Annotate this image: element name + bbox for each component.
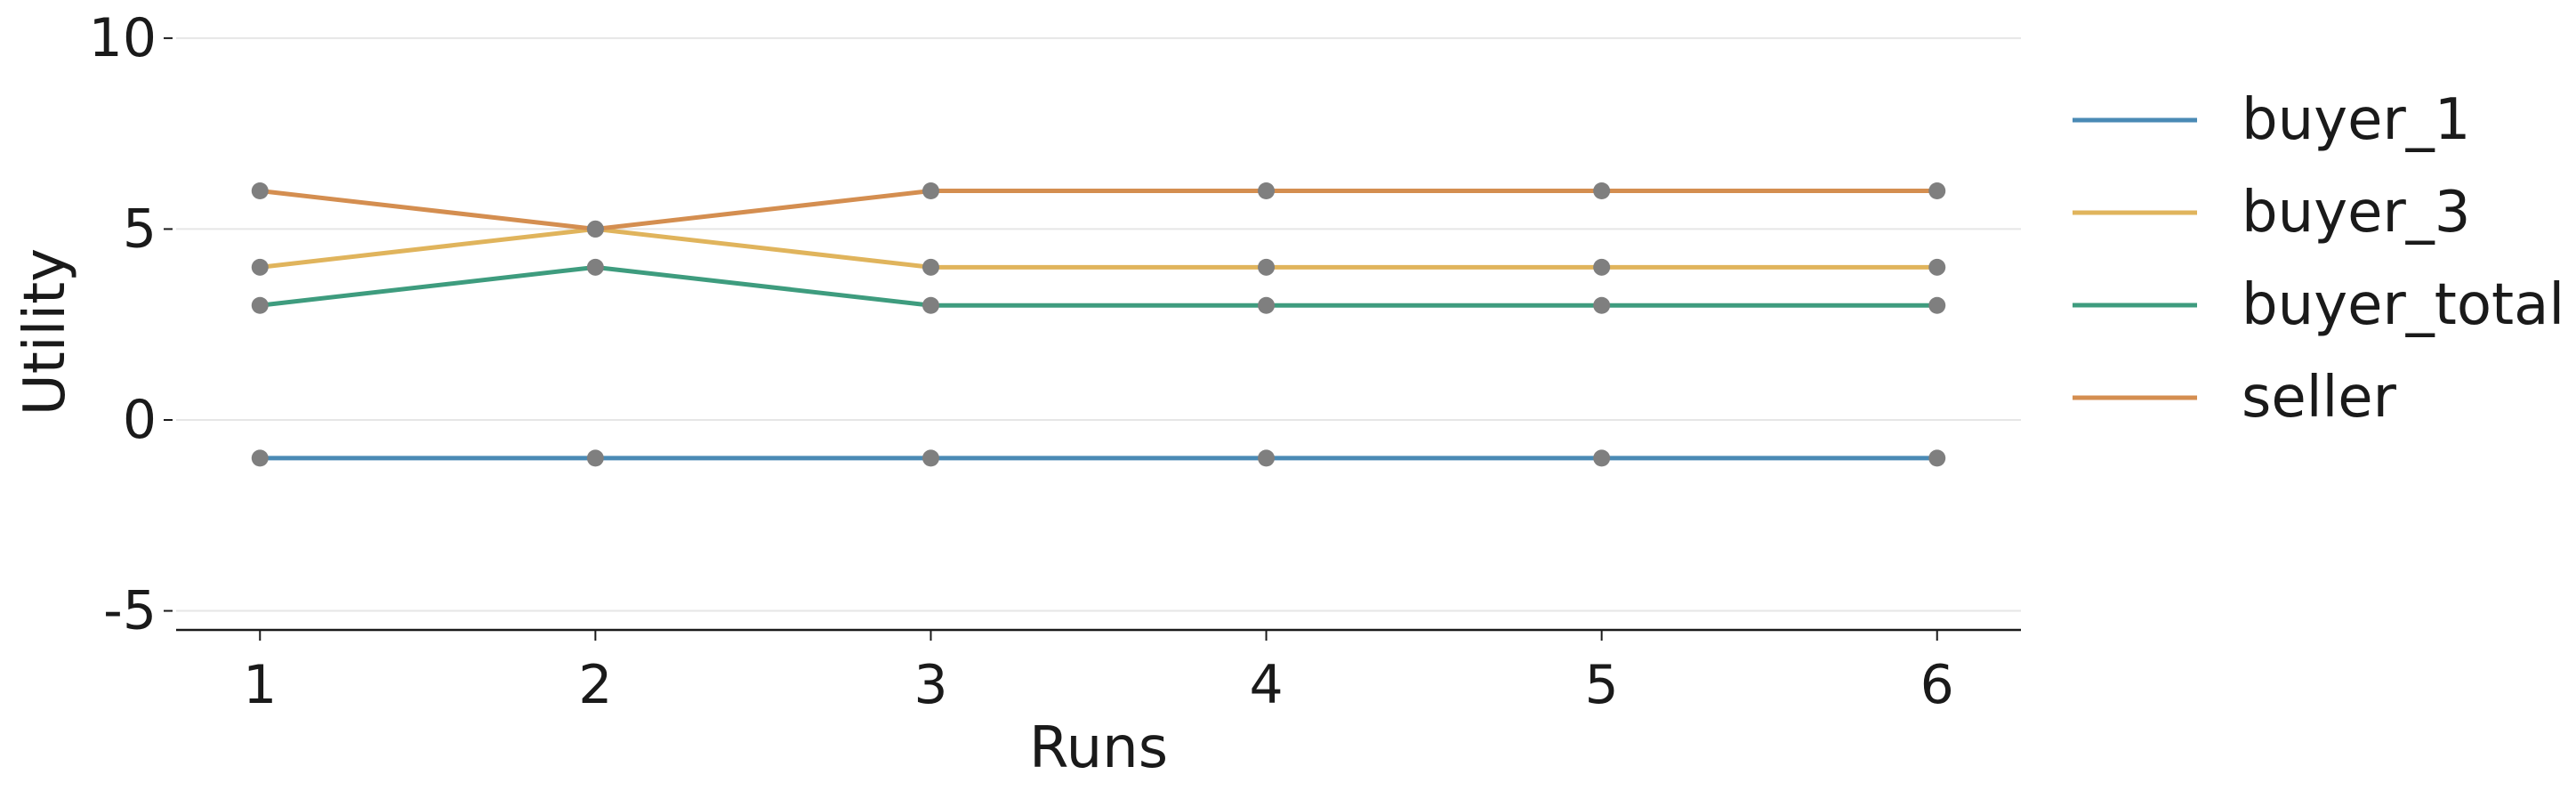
grid-lines [176, 36, 2021, 612]
data-point-buyer-3 [1928, 258, 1946, 276]
x-axis-label: Runs [1029, 715, 1168, 781]
y-tick-label: -5 [103, 580, 157, 642]
data-point-buyer-1 [1258, 449, 1276, 467]
data-point-buyer-1 [1928, 449, 1946, 467]
x-tick-label: 2 [578, 654, 612, 716]
data-point-buyer-total [1928, 296, 1946, 314]
data-point-buyer-total [1593, 296, 1611, 314]
data-point-seller [1928, 182, 1946, 200]
y-axis-label: Utility [12, 248, 78, 416]
legend-label: buyer_total [2242, 272, 2564, 338]
data-point-buyer-3 [1593, 258, 1611, 276]
legend-item-buyer-total: buyer_total [2073, 272, 2564, 338]
data-point-buyer-1 [586, 449, 604, 467]
data-point-seller [251, 182, 269, 200]
x-tick-label: 6 [1920, 654, 1954, 716]
x-tick-label: 4 [1249, 654, 1283, 716]
y-tick-label: 5 [123, 198, 157, 260]
data-point-buyer-3 [251, 258, 269, 276]
data-point-buyer-total [1258, 296, 1276, 314]
legend-item-buyer-3: buyer_3 [2073, 180, 2470, 246]
legend-item-seller: seller [2073, 365, 2397, 431]
legend-label: buyer_1 [2242, 87, 2470, 153]
legend-label: buyer_3 [2242, 180, 2470, 246]
x-tick-label: 1 [243, 654, 277, 716]
data-point-buyer-1 [251, 449, 269, 467]
data-point-buyer-1 [922, 449, 939, 467]
legend-item-buyer-1: buyer_1 [2073, 87, 2470, 153]
data-point-seller [1258, 182, 1276, 200]
x-tick-label: 3 [914, 654, 947, 716]
data-point-seller [922, 182, 939, 200]
data-point-buyer-3 [1258, 258, 1276, 276]
series-line-buyer-3 [259, 226, 1937, 270]
x-ticks: 1 2 3 4 5 6 [243, 630, 1954, 716]
data-point-buyer-3 [922, 258, 939, 276]
series-line-buyer-total [259, 264, 1937, 308]
y-ticks: 10 5 0 -5 [89, 7, 173, 642]
data-point-buyer-1 [1593, 449, 1611, 467]
data-point-buyer-total [251, 296, 269, 314]
y-tick-label: 10 [89, 7, 157, 69]
data-point-buyer-total [586, 258, 604, 276]
data-point-seller [586, 220, 604, 238]
series-line-seller [259, 189, 1937, 231]
series-markers [251, 182, 1946, 467]
data-point-seller [1593, 182, 1611, 200]
y-tick-label: 0 [123, 389, 157, 451]
legend-label: seller [2242, 365, 2397, 431]
series-lines [259, 189, 1937, 461]
x-tick-label: 5 [1585, 654, 1619, 716]
data-point-buyer-total [922, 296, 939, 314]
